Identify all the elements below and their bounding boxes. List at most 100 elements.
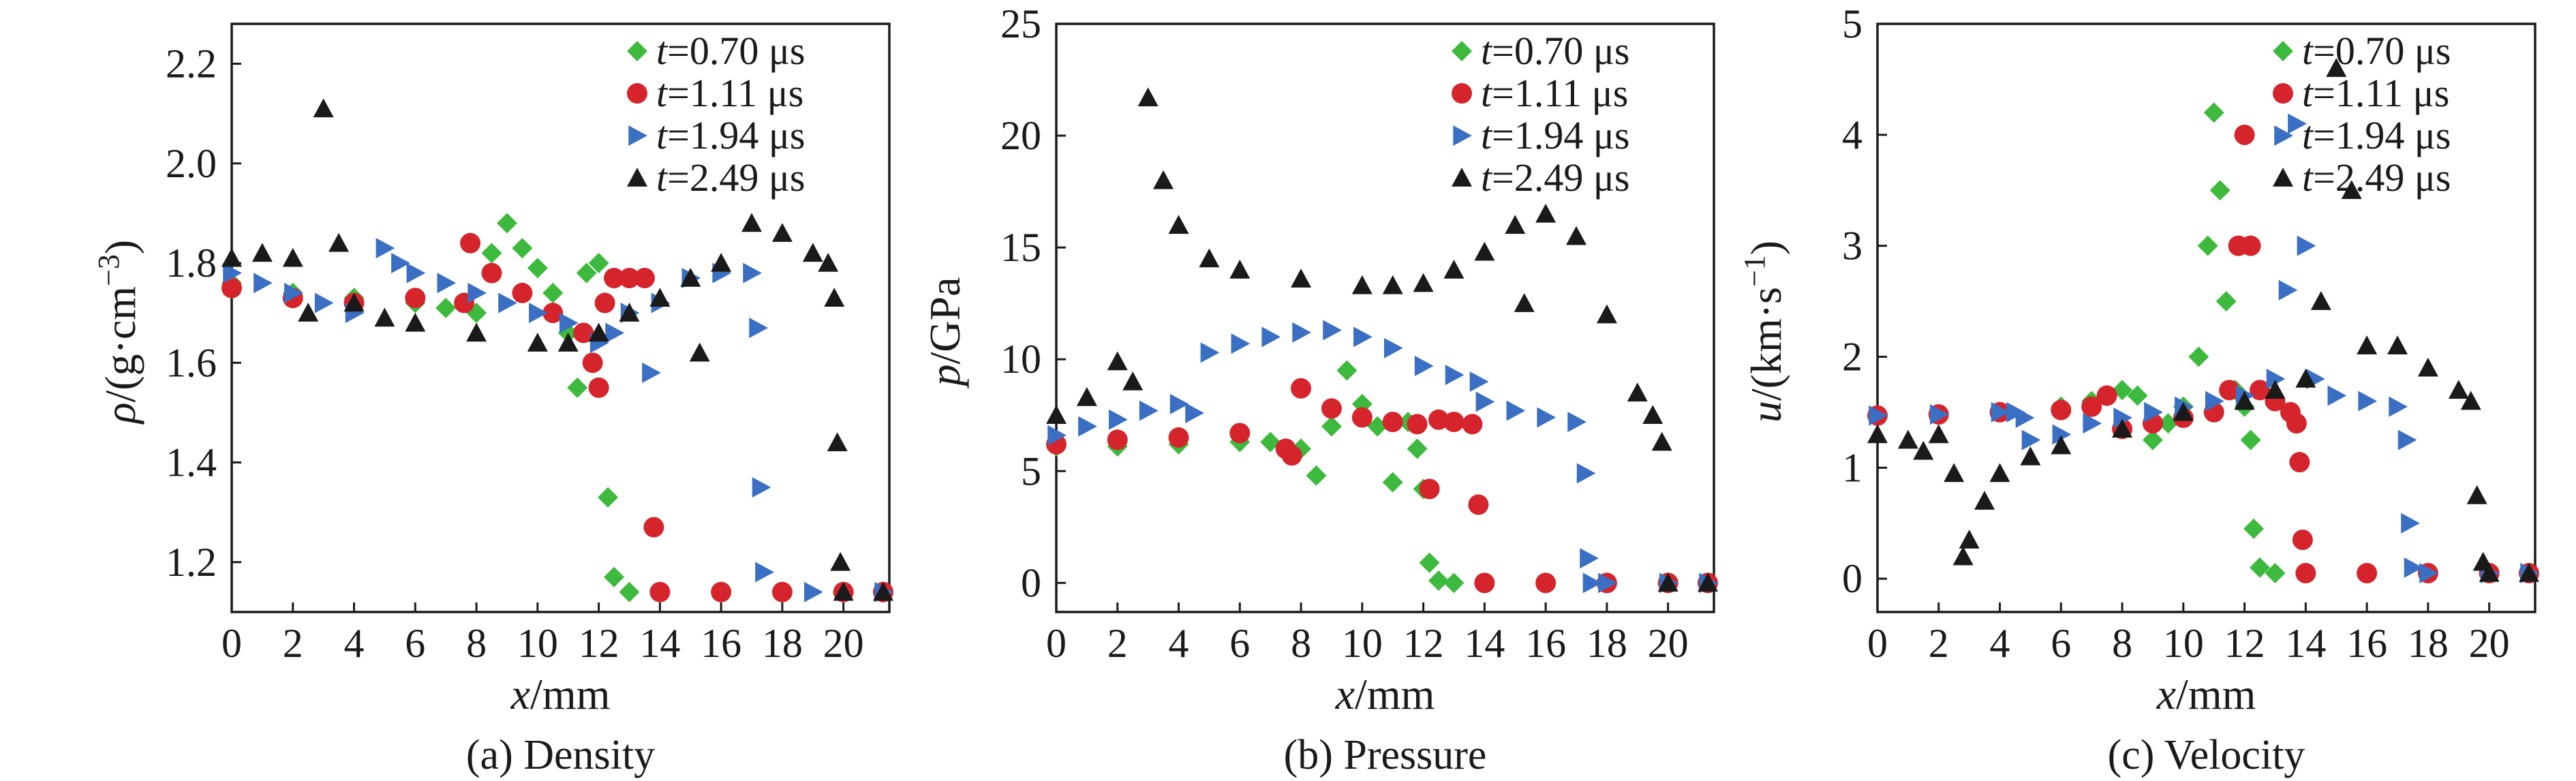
data-point	[1867, 424, 1888, 444]
data-point	[1076, 386, 1097, 406]
data-point	[1869, 405, 1888, 426]
y-tick-label: 1.8	[166, 241, 217, 286]
series-1	[1046, 360, 1719, 594]
data-point	[2297, 235, 2316, 256]
x-tick-label: 10	[1342, 621, 1383, 666]
data-point	[2203, 102, 2224, 123]
data-point	[2292, 530, 2313, 551]
legend-marker	[1452, 168, 1472, 187]
data-point	[824, 288, 845, 307]
data-point	[496, 213, 517, 234]
x-tick-label: 4	[344, 621, 365, 666]
data-point	[1596, 304, 1617, 324]
data-point	[2209, 180, 2230, 201]
data-point	[2243, 518, 2265, 539]
data-point	[2052, 424, 2072, 445]
data-point	[605, 322, 625, 343]
x-axis-title: x/mm	[2156, 670, 2256, 718]
y-tick-label: 20	[1000, 113, 1041, 158]
data-point	[1944, 463, 1965, 483]
legend-marker	[1453, 125, 1472, 146]
plot-frame	[1055, 22, 1715, 613]
data-point	[1566, 226, 1587, 245]
data-point	[1413, 273, 1434, 292]
data-point	[2295, 563, 2316, 584]
data-point	[1576, 463, 1596, 484]
x-tick-label: 8	[1291, 621, 1311, 666]
data-point	[1414, 356, 1434, 377]
data-point	[405, 312, 426, 332]
data-point	[437, 273, 457, 294]
data-point	[755, 562, 774, 583]
data-point	[2215, 291, 2237, 312]
data-point	[711, 253, 732, 272]
x-tick-label: 10	[517, 621, 558, 666]
x-tick-label: 18	[2408, 621, 2449, 666]
legend-marker	[1452, 83, 1472, 104]
y-tick-label: 1	[1842, 445, 1862, 490]
data-point	[1928, 424, 1949, 444]
data-point	[2419, 563, 2438, 584]
data-point	[1598, 572, 1617, 594]
data-point	[1582, 572, 1602, 594]
data-point	[1321, 398, 1342, 419]
data-point	[2357, 335, 2378, 354]
data-point	[527, 258, 548, 279]
panel-velocity: 0 2 4 6 8 10 12 14 16 18 20012345x/mmu/(km·s−1)(c)…	[1738, 1, 2540, 778]
data-point	[542, 303, 564, 324]
data-point	[619, 267, 640, 288]
data-point	[221, 277, 242, 298]
data-point	[2519, 563, 2540, 582]
data-point	[1122, 371, 1144, 390]
legend-marker	[627, 41, 647, 61]
data-point	[1382, 412, 1403, 433]
data-point	[343, 292, 365, 312]
x-tick-label: 4	[1990, 621, 2010, 666]
data-point	[1109, 409, 1128, 430]
plot-frame	[1876, 22, 2536, 613]
data-point	[1229, 423, 1251, 444]
data-point	[576, 262, 597, 284]
data-point	[2096, 385, 2117, 406]
legend: t=0.70 μst=1.11 μst=1.94 μst=2.49 μs	[627, 29, 806, 200]
data-point	[619, 581, 640, 602]
legend-marker	[628, 125, 647, 146]
data-point	[1382, 472, 1403, 493]
data-point	[1443, 259, 1465, 279]
data-point	[481, 243, 502, 264]
x-tick-label: 6	[1229, 621, 1250, 666]
data-point	[1445, 365, 1465, 386]
data-point	[619, 303, 640, 322]
y-axis-title: p/GPa	[921, 277, 969, 389]
data-point	[2326, 58, 2347, 77]
data-point	[1139, 400, 1159, 421]
data-point	[2015, 408, 2035, 429]
data-point	[634, 267, 655, 288]
data-point	[2188, 346, 2209, 367]
y-tick-label: 2.2	[166, 42, 217, 87]
x-tick-label: 18	[762, 621, 803, 666]
y-axis-title: ρ/(g·cm−3)	[92, 240, 144, 425]
data-point	[391, 253, 410, 274]
y-tick-label: 4	[1842, 112, 1862, 157]
data-point	[1952, 546, 1974, 566]
legend-label: t=1.11 μs	[1481, 71, 1628, 115]
data-point	[559, 312, 579, 333]
data-point	[1292, 322, 1312, 343]
data-point	[752, 477, 771, 498]
data-point	[2479, 563, 2500, 582]
x-tick-label: 8	[2112, 621, 2132, 666]
data-point	[405, 288, 426, 309]
data-point	[2387, 335, 2408, 354]
data-point	[2389, 396, 2408, 417]
data-point	[1153, 170, 1174, 189]
data-point	[221, 247, 242, 267]
data-point	[567, 377, 588, 398]
data-point	[1407, 438, 1428, 459]
x-tick-label: 0	[1046, 621, 1067, 666]
y-tick-label: 0	[1021, 560, 1041, 605]
data-point	[1474, 241, 1495, 261]
data-point	[1047, 425, 1067, 446]
data-point	[1321, 416, 1342, 437]
